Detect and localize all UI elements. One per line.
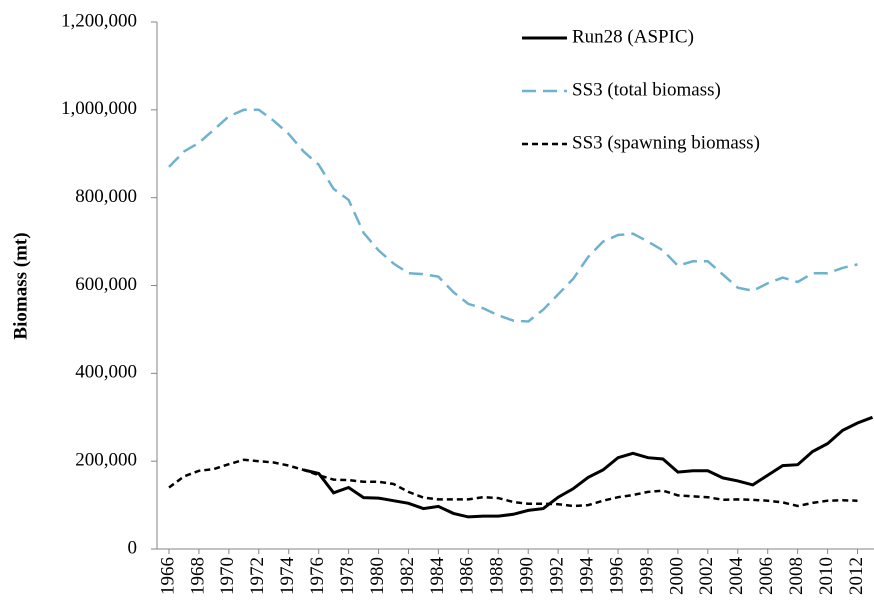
x-tick-label: 2012 [846,557,867,595]
x-tick-label: 2008 [786,557,807,595]
x-tick-label: 1978 [337,557,358,595]
y-tick-label: 400,000 [75,362,137,383]
x-tick-label: 2000 [666,557,687,595]
x-tick-label: 1996 [606,557,627,595]
x-tick-label: 1984 [427,557,448,596]
x-tick-label: 1990 [517,557,538,595]
x-tick-label: 1976 [307,557,328,595]
x-tick-label: 1980 [367,557,388,595]
x-tick-label: 1972 [247,557,268,595]
x-tick-label: 1974 [277,557,298,596]
x-tick-label: 1982 [397,557,418,595]
y-tick-label: 200,000 [75,450,137,471]
x-tick-label: 1988 [487,557,508,595]
legend-label: Run28 (ASPIC) [572,26,694,47]
x-tick-label: 1994 [576,557,597,596]
x-tick-label: 1986 [457,557,478,595]
x-tick-label: 1966 [157,557,178,595]
y-tick-label: 600,000 [75,274,137,295]
legend-label: SS3 (total biomass) [572,79,721,100]
x-tick-label: 2010 [816,557,837,595]
series-line [168,108,858,323]
series-line [303,415,874,519]
x-tick-label: 2006 [756,557,777,595]
y-tick-label: 1,200,000 [61,10,137,31]
series-line [168,458,858,508]
legend-label: SS3 (spawning biomass) [572,132,760,153]
x-tick-label: 1992 [547,557,568,595]
x-tick-label: 1968 [187,557,208,595]
x-tick-label: 2002 [696,557,717,595]
y-tick-label: 800,000 [75,186,137,207]
y-tick-label: 0 [128,537,138,558]
x-tick-label: 1970 [217,557,238,595]
y-tick-label: 1,000,000 [61,98,137,119]
x-tick-label: 2004 [726,557,747,596]
x-tick-label: 1998 [636,557,657,595]
y-axis-title: Biomass (mt) [10,232,31,339]
